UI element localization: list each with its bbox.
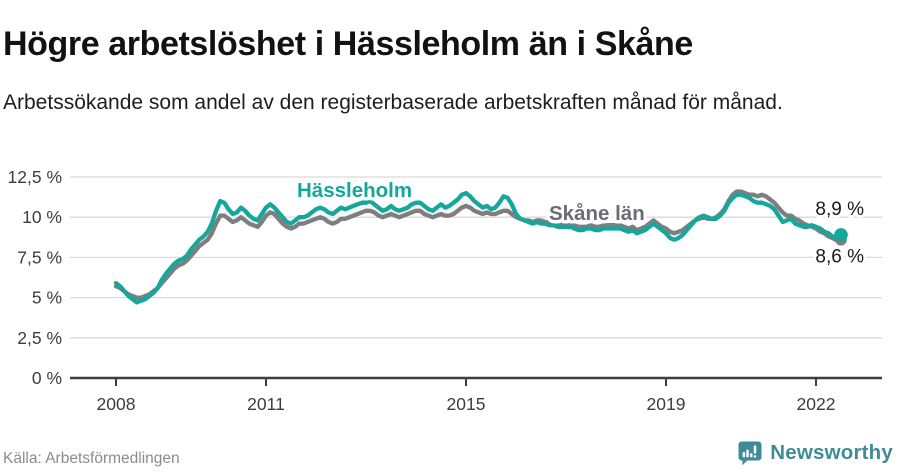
- series-line-hassleholm: [113, 190, 844, 305]
- newsworthy-wordmark: Newsworthy: [770, 441, 893, 464]
- x-tick-label: 2015: [447, 394, 486, 414]
- series-label-hassleholm: Hässleholm: [297, 179, 412, 202]
- y-tick-label: 5 %: [32, 288, 62, 308]
- page-subtitle: Arbetssökande som andel av den registerb…: [3, 91, 783, 114]
- between-series-band: [116, 191, 841, 303]
- end-dot-hassleholm: [834, 228, 848, 242]
- newsworthy-logo[interactable]: Newsworthy: [737, 440, 893, 466]
- end-dot-skane: [835, 233, 847, 246]
- y-tick-label: 10 %: [22, 207, 62, 227]
- x-tick-label: 2011: [247, 394, 285, 414]
- end-value-label-skane: 8,6 %: [815, 247, 864, 268]
- source-note: Källa: Arbetsförmedlingen: [3, 450, 180, 467]
- x-tick-label: 2008: [97, 394, 136, 414]
- newsworthy-icon: [738, 441, 762, 466]
- gridlines: [70, 176, 882, 339]
- end-value-label-hassleholm: 8,9 %: [815, 199, 864, 220]
- y-tick-label: 12,5 %: [8, 167, 62, 187]
- x-tick-label: 2022: [797, 394, 836, 414]
- x-tick-label: 2019: [647, 394, 686, 414]
- page-title: Högre arbetslöshet i Hässleholm än i Skå…: [3, 24, 693, 63]
- y-tick-label: 0 %: [32, 368, 62, 388]
- y-tick-label: 2,5 %: [17, 328, 62, 348]
- y-tick-label: 7,5 %: [17, 247, 62, 267]
- series-line-skane: [113, 189, 844, 300]
- series-label-skane: Skåne län: [549, 202, 645, 225]
